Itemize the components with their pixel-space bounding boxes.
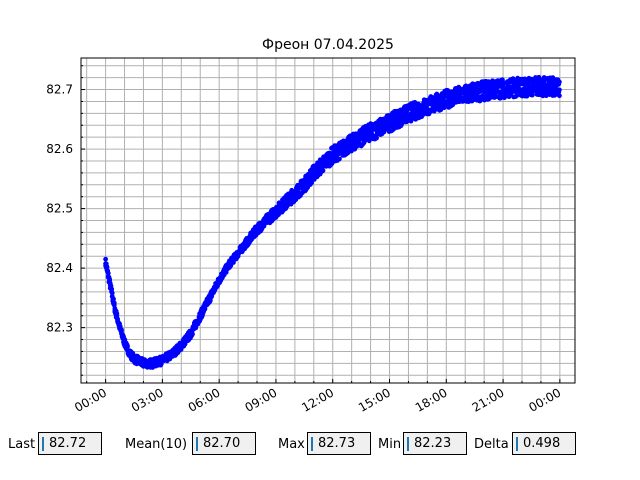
stats-bar: Last 82.72 Mean(10) 82.70 Max 82.73 Min …: [0, 430, 640, 460]
data-point: [107, 276, 112, 282]
data-point: [320, 168, 326, 173]
x-tick-label: 12:00: [299, 385, 336, 414]
stat-value-min: 82.23: [403, 432, 467, 455]
y-tick-label: 82.5: [46, 202, 73, 216]
data-point: [207, 298, 213, 304]
axes: 00:00 03:00 06:00 09:00 12:00 15:00 18:00 21:00…: [46, 65, 563, 415]
grid: [81, 58, 575, 383]
y-tick-label: 82.3: [46, 321, 73, 335]
data-points: [103, 74, 562, 370]
stat-label-min: Min: [378, 437, 402, 452]
data-point: [556, 79, 562, 85]
x-tick-label: 03:00: [129, 385, 166, 414]
data-point: [374, 135, 379, 141]
data-point: [309, 180, 315, 186]
data-point: [193, 325, 199, 331]
data-point: [556, 93, 562, 99]
chart: Фреон 07.04.2025 00:00 03:00 06:00 09:00 12:…: [46, 37, 576, 415]
data-point: [109, 286, 114, 292]
stat-label-max: Max: [278, 437, 305, 452]
data-point: [103, 256, 109, 262]
x-tick-label: 00:00: [72, 385, 109, 414]
x-tick-label: 09:00: [242, 385, 279, 414]
stat-label-last: Last: [8, 437, 36, 452]
x-tick-label: 21:00: [470, 385, 507, 414]
data-point: [125, 344, 130, 350]
stat-value-delta: 0.498: [512, 432, 576, 455]
data-point: [111, 300, 117, 306]
y-tick-label: 82.6: [46, 142, 73, 156]
stat-label-mean: Mean(10): [125, 437, 188, 452]
stat-value-mean: 82.70: [192, 432, 256, 455]
stat-label-delta: Delta: [474, 437, 509, 452]
x-tick-label: 06:00: [186, 385, 223, 414]
data-point: [114, 311, 120, 316]
data-point: [109, 290, 115, 296]
y-tick-label: 82.7: [46, 83, 73, 97]
x-tick-label: 18:00: [413, 385, 450, 414]
stat-value-max: 82.73: [307, 432, 371, 455]
x-tick-label: 15:00: [356, 385, 393, 414]
data-point: [337, 156, 342, 162]
data-point: [111, 296, 116, 302]
data-point: [189, 331, 195, 337]
data-point: [104, 264, 110, 270]
y-tick-label: 82.4: [46, 261, 73, 275]
stat-value-last: 82.72: [38, 432, 102, 455]
data-point: [556, 87, 562, 93]
chart-title: Фреон 07.04.2025: [262, 37, 394, 53]
x-tick-label: 00:00: [526, 385, 563, 414]
